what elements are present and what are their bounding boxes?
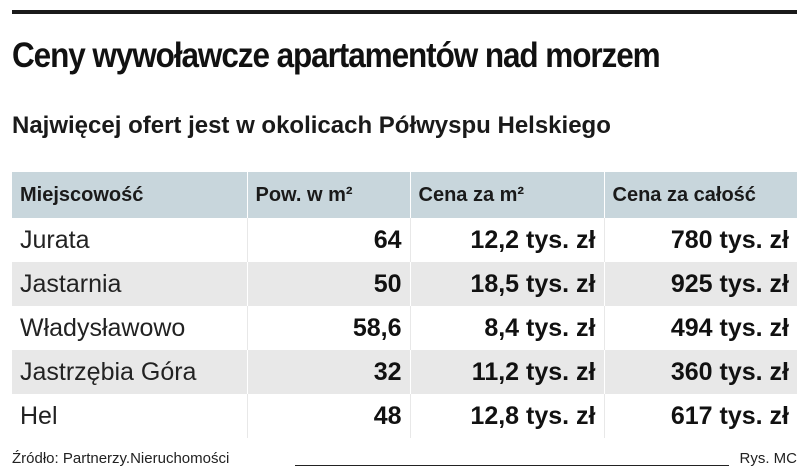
cell-price-per-m2: 8,4 tys. zł bbox=[409, 306, 604, 350]
footer: Źródło: Partnerzy.Nieruchomości Rys. MC bbox=[12, 448, 797, 470]
header-town: Miejscowość bbox=[12, 172, 247, 218]
cell-town: Jastrzębia Góra bbox=[12, 350, 247, 394]
price-table-container: Miejscowość Pow. w m² Cena za m² Cena za ca… bbox=[12, 172, 797, 438]
credit-note: Rys. MC bbox=[739, 450, 798, 467]
header-price-per-m2: Cena za m² bbox=[409, 172, 604, 218]
table-row: Jastrzębia Góra 32 11,2 tys. zł 360 tys. zł bbox=[12, 350, 797, 394]
cell-area: 50 bbox=[246, 262, 410, 306]
price-table: Miejscowość Pow. w m² Cena za m² Cena za ca… bbox=[12, 172, 797, 438]
cell-town: Jastarnia bbox=[12, 262, 247, 306]
table-row: Jastarnia 50 18,5 tys. zł 925 tys. zł bbox=[12, 262, 797, 306]
cell-price-per-m2: 12,8 tys. zł bbox=[409, 394, 604, 438]
table-body: Jurata 64 12,2 tys. zł 780 tys. zł Jastarnia… bbox=[12, 218, 797, 438]
cell-price-per-m2: 11,2 tys. zł bbox=[409, 350, 604, 394]
table-row: Władysławowo 58,6 8,4 tys. zł 494 tys. zł bbox=[12, 306, 797, 350]
table-header: Miejscowość Pow. w m² Cena za m² Cena za ca… bbox=[12, 172, 797, 218]
table-row: Hel 48 12,8 tys. zł 617 tys. zł bbox=[12, 394, 797, 438]
cell-total-price: 780 tys. zł bbox=[603, 218, 797, 262]
cell-price-per-m2: 12,2 tys. zł bbox=[409, 218, 604, 262]
cell-area: 58,6 bbox=[246, 306, 410, 350]
cell-area: 48 bbox=[246, 394, 410, 438]
table-row: Jurata 64 12,2 tys. zł 780 tys. zł bbox=[12, 218, 797, 262]
chart-subtitle: Najwięcej ofert jest w okolicach Półwysp… bbox=[12, 112, 611, 139]
chart-title: Ceny wywoławcze apartamentów nad morzem bbox=[12, 36, 661, 75]
header-area: Pow. w m² bbox=[246, 172, 410, 218]
cell-total-price: 925 tys. zł bbox=[603, 262, 797, 306]
cell-town: Władysławowo bbox=[20, 313, 186, 342]
source-note: Źródło: Partnerzy.Nieruchomości bbox=[12, 450, 230, 467]
footer-rule bbox=[295, 465, 729, 466]
cell-area: 32 bbox=[246, 350, 410, 394]
cell-total-price: 617 tys. zł bbox=[603, 394, 797, 438]
table-header-row: Miejscowość Pow. w m² Cena za m² Cena za ca… bbox=[12, 172, 797, 218]
cell-town: Hel bbox=[20, 401, 58, 430]
top-rule bbox=[12, 10, 797, 14]
header-total-price: Cena za całość bbox=[603, 172, 797, 218]
cell-total-price: 360 tys. zł bbox=[603, 350, 797, 394]
cell-area: 64 bbox=[246, 218, 410, 262]
cell-town: Jurata bbox=[20, 225, 90, 254]
cell-total-price: 494 tys. zł bbox=[603, 306, 797, 350]
cell-price-per-m2: 18,5 tys. zł bbox=[409, 262, 604, 306]
